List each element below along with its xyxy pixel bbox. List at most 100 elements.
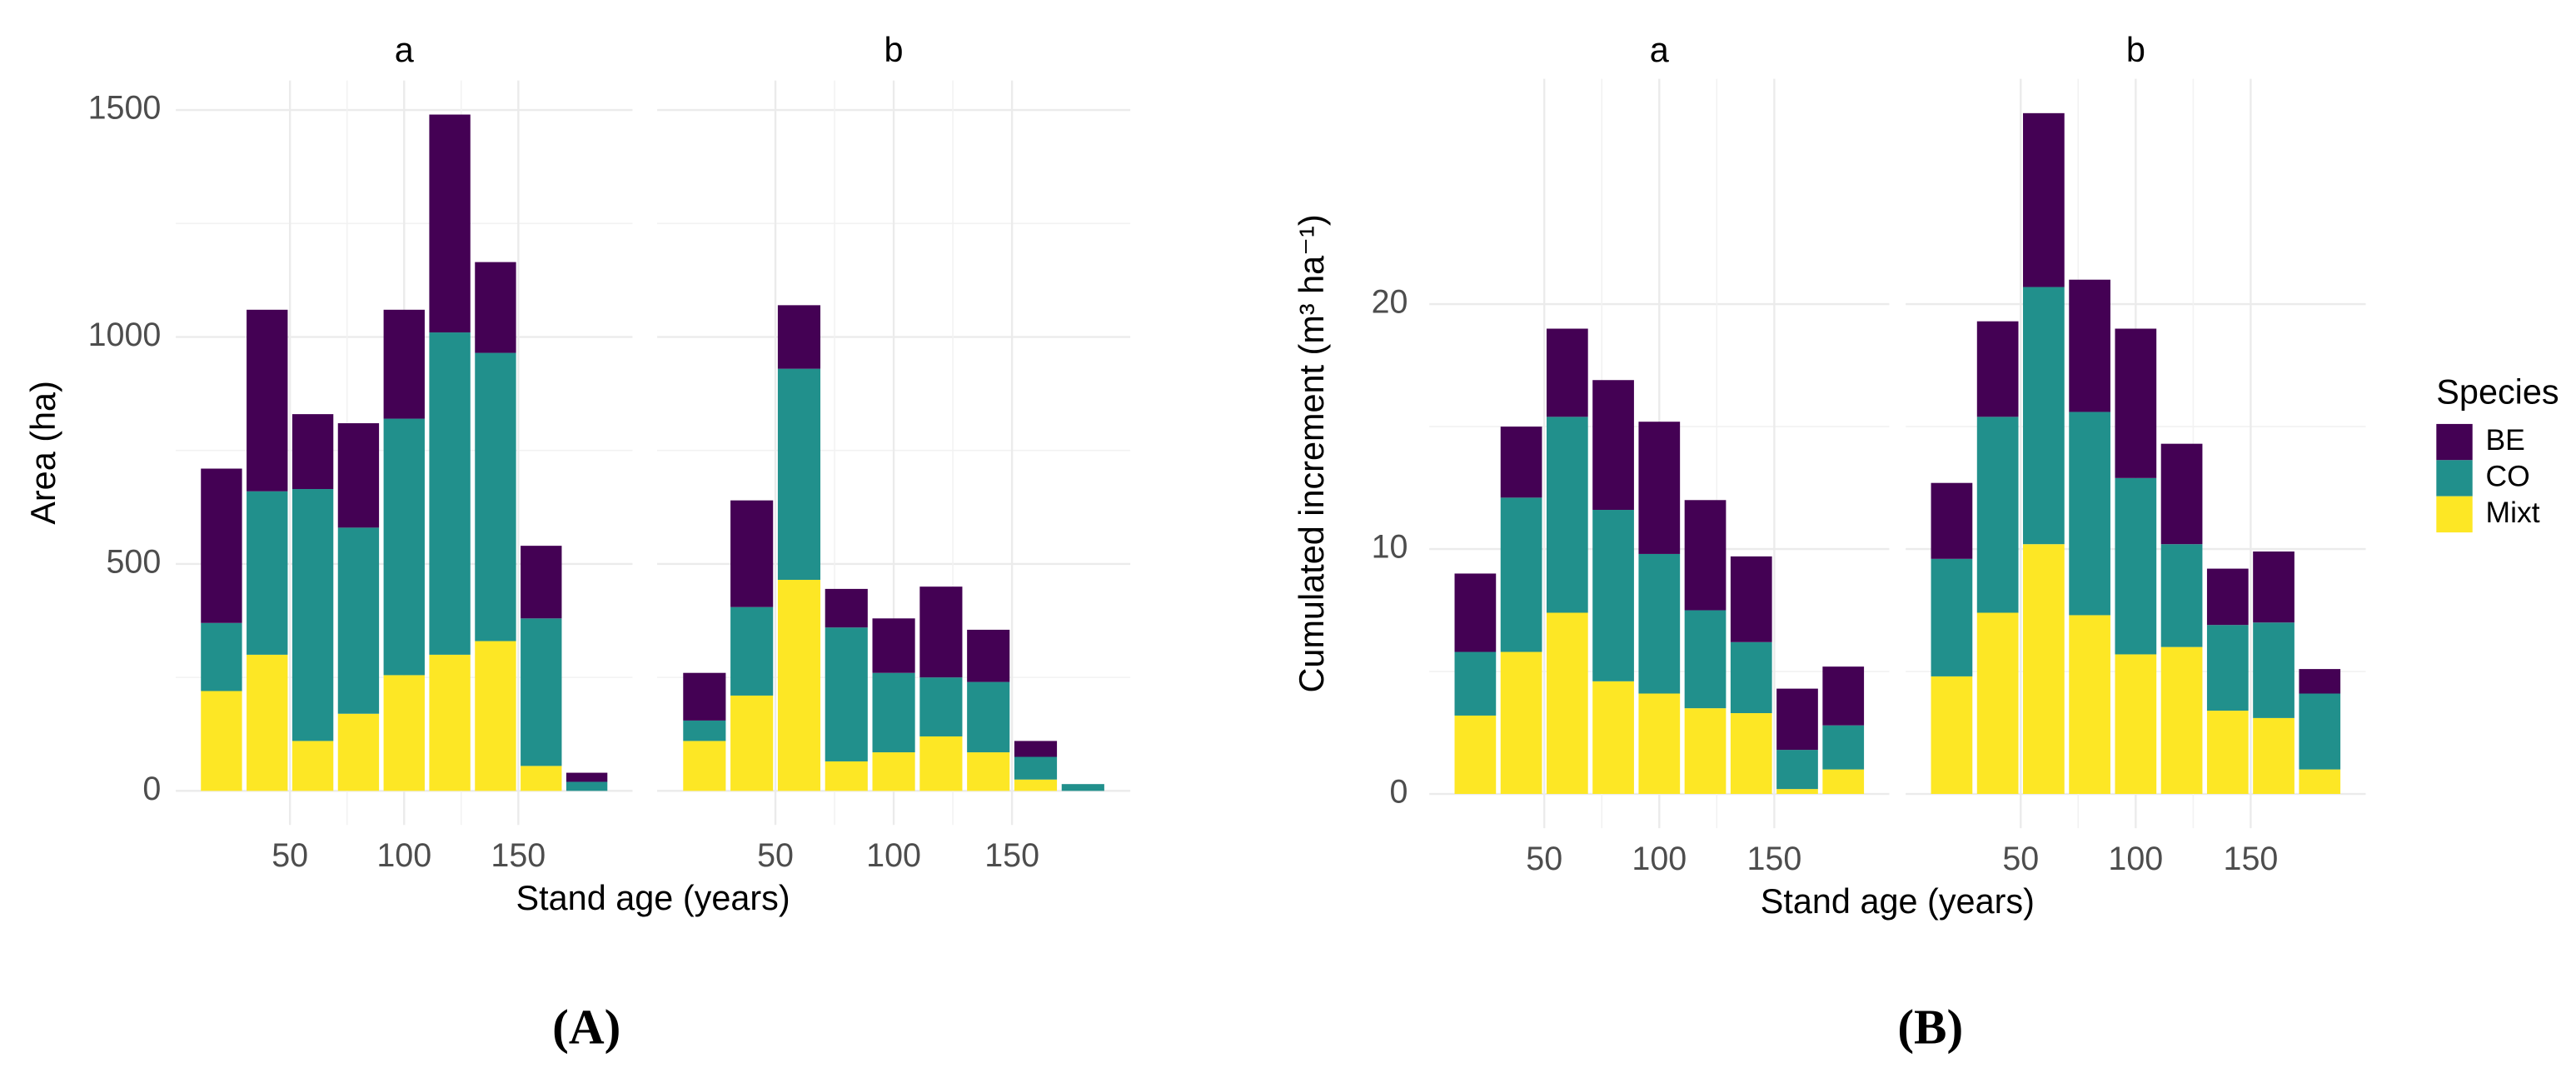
bar-segment bbox=[1546, 417, 1588, 613]
x-axis-label: Stand age (years) bbox=[1761, 882, 2035, 921]
bar-segment bbox=[1061, 784, 1104, 791]
bar-segment bbox=[475, 262, 516, 353]
bar-segment bbox=[1776, 750, 1818, 790]
bar-segment bbox=[1454, 651, 1497, 716]
bar-segment bbox=[429, 654, 471, 791]
bar-segment bbox=[429, 332, 471, 655]
bar-segment bbox=[2069, 279, 2110, 412]
y-axis-label: Cumulated increment (m³ ha⁻¹) bbox=[1293, 214, 1331, 692]
bar-segment bbox=[1684, 500, 1726, 611]
bar-segment bbox=[1684, 610, 1726, 709]
bar-segment bbox=[383, 418, 425, 676]
bar-segment bbox=[337, 527, 380, 714]
bar-segment bbox=[566, 781, 608, 791]
bar-segment bbox=[429, 114, 471, 333]
bar-segment bbox=[1638, 553, 1681, 694]
x-tick-label: 100 bbox=[376, 837, 431, 874]
bar-segment bbox=[825, 588, 868, 628]
y-tick-label: 500 bbox=[107, 543, 162, 580]
bar-segment bbox=[872, 618, 915, 673]
x-tick-label: 150 bbox=[1746, 841, 1801, 877]
y-tick-label: 1500 bbox=[88, 89, 162, 126]
bar-segment bbox=[1454, 715, 1497, 795]
bar-segment bbox=[1931, 482, 1973, 559]
x-tick-label: 50 bbox=[272, 837, 308, 874]
bar-segment bbox=[683, 741, 726, 791]
bar-segment bbox=[1976, 417, 2019, 613]
bar-segment bbox=[730, 695, 774, 791]
y-tick-label: 0 bbox=[142, 771, 161, 807]
bar-segment bbox=[201, 691, 242, 791]
bar-segment bbox=[1822, 725, 1865, 770]
bar-segment bbox=[1592, 681, 1634, 795]
bar-segment bbox=[1014, 756, 1058, 780]
legend-label: BE bbox=[2485, 423, 2524, 457]
y-tick-label: 1000 bbox=[88, 317, 162, 353]
legend-title: Species bbox=[2436, 372, 2559, 411]
panel-label: (B) bbox=[1897, 999, 1963, 1054]
x-tick-label: 150 bbox=[491, 837, 546, 874]
bar-segment bbox=[1931, 558, 1973, 676]
bar-segment bbox=[1822, 666, 1865, 726]
bar-segment bbox=[475, 641, 516, 791]
x-tick-label: 50 bbox=[1526, 841, 1562, 877]
bar-segment bbox=[1822, 769, 1865, 795]
x-axis-label: Stand age (years) bbox=[516, 879, 790, 917]
bar-segment bbox=[2023, 287, 2065, 545]
bar-segment bbox=[2023, 544, 2065, 795]
bar-segment bbox=[1684, 708, 1726, 795]
bar-segment bbox=[2206, 711, 2249, 795]
bar-segment bbox=[1730, 641, 1772, 714]
bar-segment bbox=[2115, 328, 2157, 478]
bar-segment bbox=[2253, 622, 2294, 718]
bar-segment bbox=[2115, 477, 2157, 655]
bar-segment bbox=[1976, 612, 2019, 795]
bar-segment bbox=[1730, 713, 1772, 795]
bar-segment bbox=[475, 352, 516, 641]
x-tick-label: 50 bbox=[2002, 841, 2039, 877]
bar-segment bbox=[1592, 510, 1634, 681]
x-tick-label: 100 bbox=[866, 837, 921, 874]
bar-segment bbox=[1976, 321, 2019, 417]
bar-segment bbox=[1500, 427, 1542, 498]
x-tick-label: 150 bbox=[984, 837, 1039, 874]
bar-segment bbox=[825, 761, 868, 791]
legend-label: CO bbox=[2485, 459, 2529, 492]
facet-title: b bbox=[2126, 31, 2145, 69]
bar-segment bbox=[247, 491, 288, 655]
bar-segment bbox=[683, 720, 726, 741]
bar-segment bbox=[777, 368, 821, 581]
facet-title: a bbox=[395, 31, 415, 69]
bar-segment bbox=[2160, 544, 2203, 647]
bar-segment bbox=[1592, 380, 1634, 511]
bar-segment bbox=[291, 741, 334, 791]
bar-segment bbox=[1014, 779, 1058, 791]
x-tick-label: 50 bbox=[757, 837, 794, 874]
bar-segment bbox=[2299, 669, 2341, 694]
bar-segment bbox=[1931, 676, 1973, 795]
bar-segment bbox=[337, 423, 380, 528]
facet-title: b bbox=[884, 31, 904, 69]
bar-segment bbox=[1014, 741, 1058, 757]
legend-key bbox=[2436, 423, 2473, 461]
bar-segment bbox=[1776, 789, 1818, 795]
bar-segment bbox=[2069, 412, 2110, 616]
bar-segment bbox=[521, 766, 562, 791]
bar-segment bbox=[247, 309, 288, 492]
bar-segment bbox=[1638, 422, 1681, 554]
y-tick-label: 10 bbox=[1372, 528, 1408, 565]
x-tick-label: 150 bbox=[2224, 841, 2279, 877]
x-tick-label: 100 bbox=[1632, 841, 1687, 877]
bar-segment bbox=[2206, 625, 2249, 711]
bar-segment bbox=[2253, 551, 2294, 623]
bar-segment bbox=[2299, 693, 2341, 770]
bar-segment bbox=[1500, 497, 1542, 652]
bar-segment bbox=[777, 580, 821, 791]
bar-segment bbox=[825, 627, 868, 761]
bar-segment bbox=[337, 713, 380, 791]
bar-segment bbox=[967, 681, 1010, 753]
y-axis-label: Area (ha) bbox=[24, 381, 62, 525]
bar-segment bbox=[967, 752, 1010, 791]
bar-segment bbox=[919, 736, 963, 791]
